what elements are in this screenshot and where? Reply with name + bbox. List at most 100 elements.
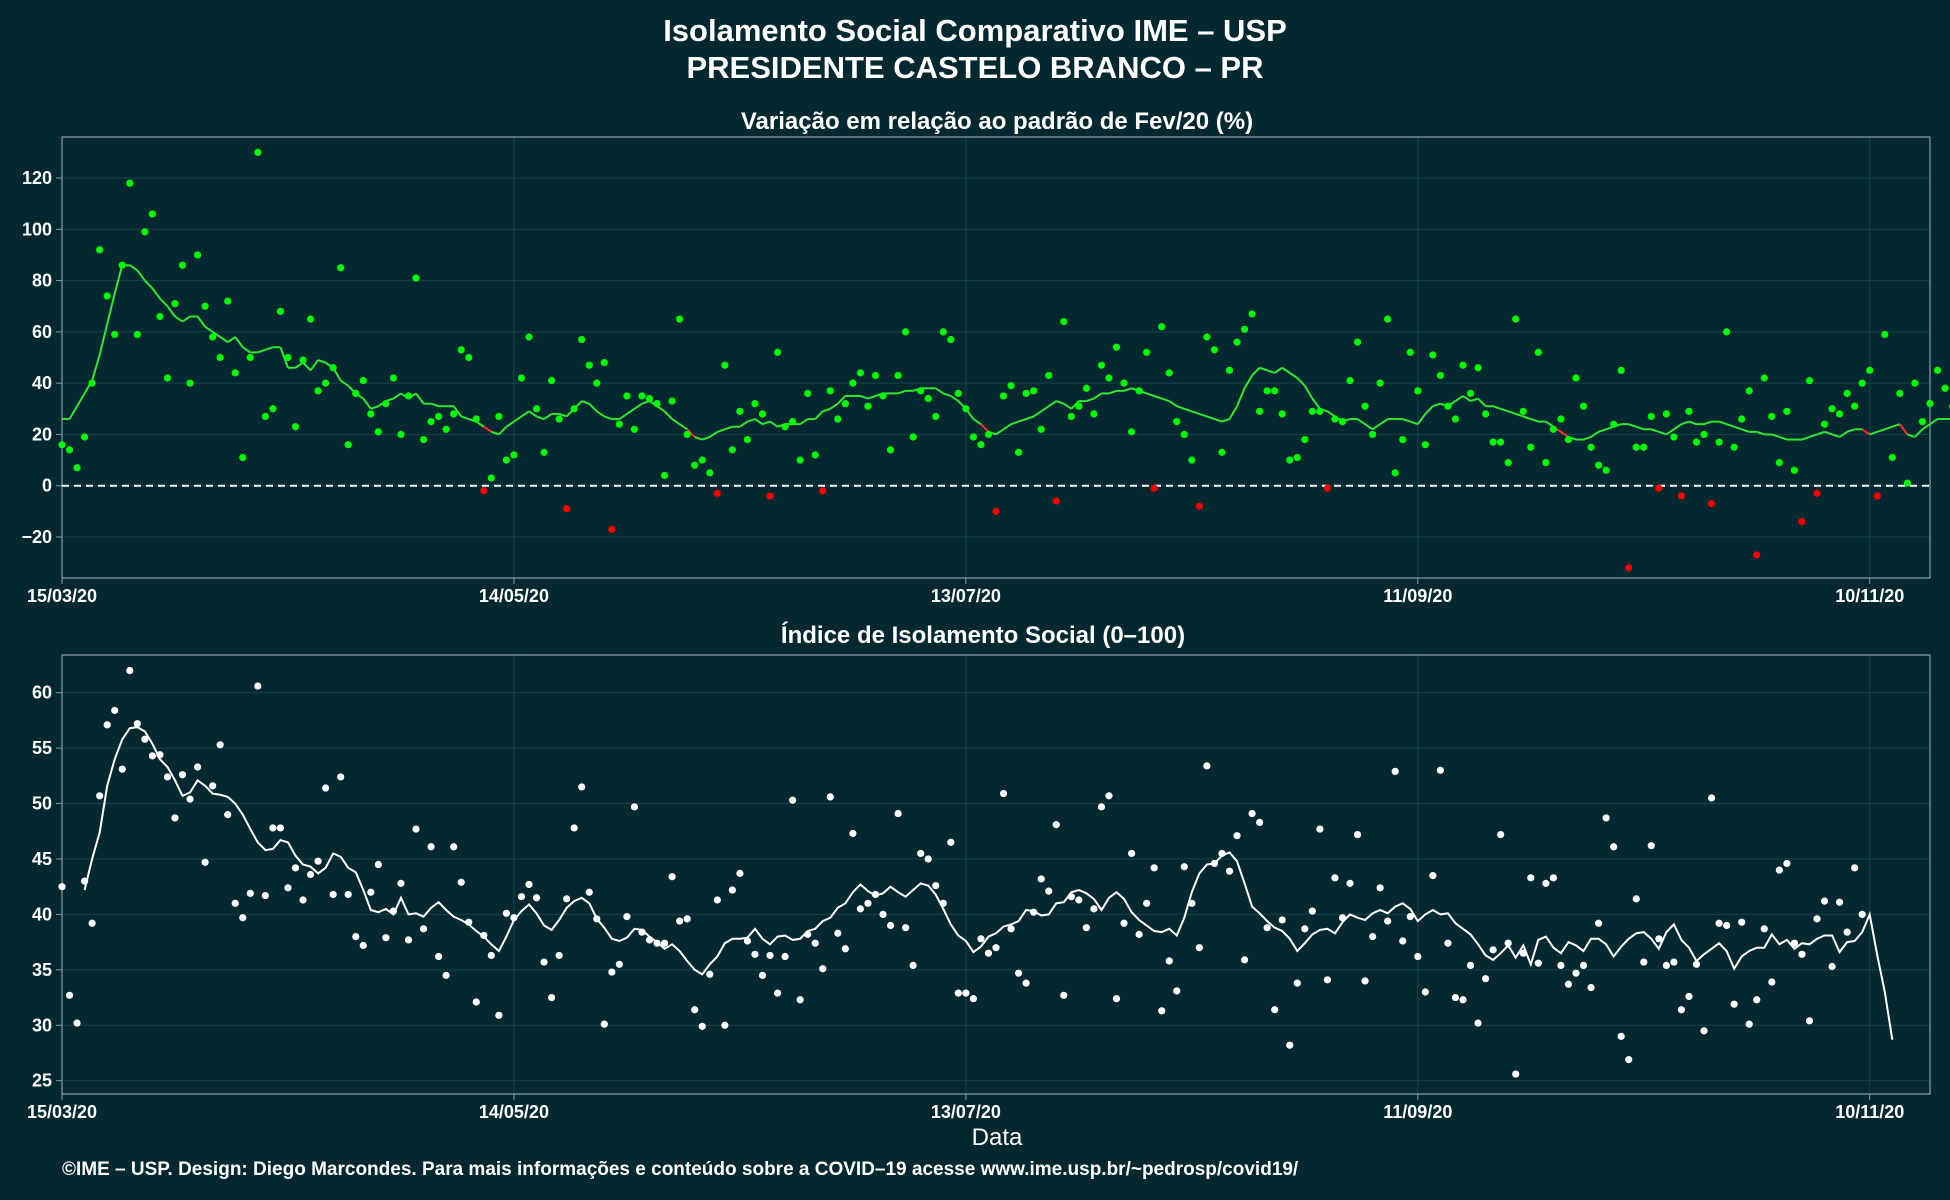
moving-average-segment (1379, 418, 1389, 425)
data-point (397, 879, 405, 887)
moving-average-segment (1274, 366, 1283, 374)
data-point (1135, 930, 1143, 938)
data-point (1692, 438, 1701, 446)
data-point (547, 376, 556, 385)
data-point (1007, 382, 1015, 390)
data-point (517, 374, 526, 382)
data-point (284, 884, 292, 892)
data-point (231, 899, 239, 907)
x-tick-label: 14/05/20 (479, 586, 549, 606)
moving-average-segment (219, 336, 229, 343)
data-point (1090, 410, 1098, 418)
data-point (186, 379, 194, 387)
moving-average-segment (483, 425, 492, 433)
data-point (691, 461, 699, 469)
data-point (713, 896, 721, 904)
moving-average-segment (1454, 395, 1464, 402)
data-point (352, 389, 360, 397)
data-point (1933, 366, 1942, 374)
data-point (1692, 960, 1701, 968)
data-point (1632, 895, 1640, 903)
data-point (1602, 466, 1610, 474)
data-point (344, 890, 352, 899)
data-point (1225, 366, 1234, 374)
data-point (1662, 961, 1670, 970)
data-point (1926, 400, 1934, 408)
data-point (1105, 374, 1113, 382)
moving-average-segment (1168, 400, 1178, 408)
data-point (1210, 346, 1219, 354)
data-point (555, 951, 563, 960)
data-point (841, 400, 849, 408)
data-point (1647, 842, 1655, 850)
data-point (1640, 958, 1648, 966)
data-point (1542, 879, 1550, 887)
moving-average-segment (76, 392, 86, 407)
data-point (1271, 1006, 1279, 1014)
data-point (299, 356, 307, 364)
data-point (58, 441, 66, 449)
moving-average-segment (656, 405, 666, 413)
moving-average-segment (302, 361, 312, 372)
data-point (1256, 407, 1264, 415)
data-point (706, 970, 714, 978)
data-point (171, 814, 179, 822)
data-point (796, 996, 804, 1004)
data-point (1542, 459, 1550, 467)
data-point (495, 1011, 503, 1019)
data-point (1451, 993, 1460, 1002)
y-tick-label: −20 (21, 527, 52, 547)
data-point (999, 789, 1008, 798)
data-point (1489, 438, 1497, 446)
data-point (1715, 438, 1723, 446)
data-point (1564, 435, 1573, 444)
data-point (1655, 484, 1663, 492)
moving-average-segment (626, 407, 636, 415)
moving-average-segment (1673, 423, 1682, 431)
data-point (457, 346, 465, 354)
data-point (1745, 387, 1753, 395)
data-point (1798, 950, 1806, 958)
x-tick-label: 14/05/20 (479, 1102, 549, 1122)
data-point (932, 881, 940, 890)
moving-average-segment (1191, 410, 1200, 415)
data-point (306, 315, 315, 323)
data-point (758, 410, 767, 418)
data-point (1014, 969, 1023, 977)
moving-average-segment (747, 418, 756, 423)
moving-average-segment (1779, 436, 1788, 441)
data-point (1173, 417, 1181, 426)
data-point (261, 412, 269, 421)
y-tick-label: 50 (32, 794, 52, 814)
data-point (1391, 469, 1399, 477)
data-point (495, 412, 503, 421)
moving-average-segment (370, 405, 379, 410)
moving-average-segment (980, 423, 990, 433)
data-point (1866, 366, 1874, 374)
data-point (374, 860, 382, 869)
data-point (435, 412, 443, 421)
data-point (954, 389, 962, 397)
data-point (261, 891, 269, 900)
moving-average-segment (1681, 420, 1690, 426)
data-point (1700, 430, 1708, 439)
moving-average-segment (822, 407, 831, 413)
data-point (1677, 1006, 1686, 1014)
data-point (111, 330, 119, 339)
data-point (751, 950, 759, 958)
data-point (992, 944, 1000, 952)
y-tick-label: 25 (32, 1071, 52, 1091)
x-tick-label: 13/07/20 (931, 586, 1001, 606)
data-point (532, 894, 541, 902)
data-point (1090, 905, 1098, 913)
data-point (276, 824, 285, 832)
data-point (834, 415, 842, 423)
moving-average-segment (1590, 431, 1600, 438)
data-point (1828, 405, 1836, 413)
moving-average-segment (942, 392, 952, 397)
moving-average-segment (340, 379, 349, 387)
data-point (1519, 949, 1527, 957)
data-point (1369, 430, 1377, 439)
data-point (1670, 433, 1678, 441)
chart-main-title: Isolamento Social Comparativo IME – USP … (0, 12, 1950, 86)
